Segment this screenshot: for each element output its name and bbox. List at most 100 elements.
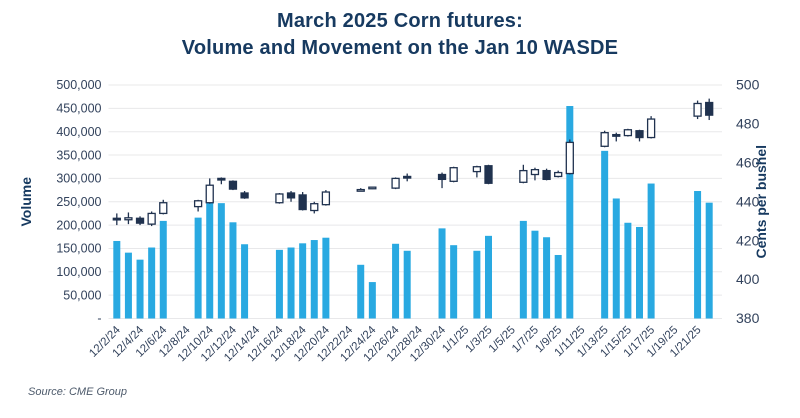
candlestick-up: [205, 178, 214, 204]
chart-title: March 2025 Corn futures: Volume and Move…: [0, 8, 800, 62]
candle-body: [112, 217, 121, 221]
candle-body: [193, 200, 203, 208]
candle-body: [321, 191, 331, 206]
candlestick-down: [484, 164, 493, 185]
candle-body: [705, 101, 714, 116]
y-left-axis-title: Volume: [18, 177, 34, 227]
volume-bar: [485, 235, 492, 319]
y-right-tick-label: 420: [736, 232, 760, 248]
candle-body: [205, 184, 214, 204]
candlesticks: [112, 98, 714, 227]
candlestick-up: [449, 166, 458, 183]
volume-bar: [647, 183, 655, 319]
volume-bar: [310, 240, 318, 319]
volume-bar: [136, 259, 144, 319]
volume-bar: [287, 247, 295, 319]
volume-bar: [299, 243, 307, 319]
volume-bar: [392, 243, 400, 319]
candlestick-up: [193, 199, 203, 212]
candlestick-up: [554, 170, 563, 178]
candlestick-up: [275, 192, 284, 204]
candlestick-down: [112, 213, 121, 226]
volume-bar: [519, 220, 527, 319]
candlestick-down: [217, 177, 226, 185]
y-left-tick-label: -: [97, 312, 101, 326]
y-right-tick-label: 460: [736, 154, 760, 170]
volume-bars: [113, 106, 713, 319]
y-left-tick-label: 350,000: [56, 148, 101, 162]
candlestick-up: [368, 186, 377, 190]
volume-bar: [636, 226, 643, 319]
candle-body: [600, 132, 609, 147]
volume-bar: [148, 247, 156, 319]
volume-bar: [694, 191, 702, 319]
y-left-tick-label: 500,000: [56, 78, 101, 92]
candlestick-up: [356, 188, 365, 192]
candle-body: [484, 165, 493, 184]
candlestick-down: [228, 180, 238, 191]
candlestick-down: [612, 132, 621, 142]
candlestick-down: [635, 129, 644, 142]
y-left-tick-label: 250,000: [56, 195, 101, 209]
candlestick-up: [646, 116, 656, 139]
candlestick-down: [135, 216, 145, 226]
volume-bar: [438, 228, 446, 319]
y-right-tick-label: 480: [736, 116, 760, 132]
volume-bar: [113, 240, 121, 319]
volume-bar: [601, 150, 609, 319]
candle-body: [147, 212, 156, 225]
candlestick-up: [321, 190, 331, 206]
volume-bar: [705, 202, 713, 319]
candlestick-up: [159, 199, 168, 215]
candlestick-up: [600, 130, 609, 148]
candle-body: [635, 130, 644, 139]
candlestick-down: [298, 192, 307, 211]
candlestick-up: [472, 165, 482, 178]
candlestick-up: [124, 212, 133, 225]
candle-body: [646, 118, 656, 139]
candlestick-up: [310, 201, 319, 214]
candle-body: [391, 177, 400, 189]
candle-body: [542, 169, 551, 181]
y-right-tick-label: 380: [736, 310, 760, 326]
chart-title-line1: March 2025 Corn futures:: [277, 10, 523, 32]
candle-body: [310, 203, 319, 212]
candle-body: [368, 186, 377, 190]
y-left-tick-label: 300,000: [56, 172, 101, 186]
y-right-tick-label: 500: [736, 77, 760, 93]
candlestick-up: [623, 128, 633, 137]
candle-body: [356, 188, 365, 192]
candlestick-down: [240, 191, 249, 199]
volume-bar: [554, 254, 562, 319]
candle-body: [217, 177, 226, 181]
candle-body: [472, 166, 482, 173]
candlestick-down: [437, 172, 447, 189]
y-right-tick-label: 400: [736, 271, 760, 287]
volume-bar: [206, 202, 214, 319]
y-left-tick-label: 100,000: [56, 265, 101, 279]
candle-body: [554, 171, 563, 178]
candlestick-down: [542, 168, 551, 181]
volume-bar: [217, 203, 225, 319]
y-right-tick-label: 440: [736, 193, 760, 209]
candlestick-up: [147, 211, 156, 227]
source-note: Source: CME Group: [28, 386, 128, 398]
volume-bar: [159, 220, 167, 319]
y-right-tick-labels: 380 400 420 440 460 480 500: [736, 77, 760, 327]
volume-bar: [543, 237, 551, 319]
candlestick-down: [705, 98, 714, 121]
candle-body: [298, 194, 307, 211]
y-left-tick-label: 50,000: [63, 288, 101, 302]
candle-body: [693, 102, 702, 117]
candlestick-down: [286, 191, 296, 202]
candlestick-down: [403, 173, 412, 182]
y-left-tick-labels: - 50,000 100,000 150,000 200,000 250,000 300,0…: [56, 78, 101, 326]
volume-bar: [403, 250, 411, 319]
candle-body: [530, 168, 540, 176]
volume-bar: [322, 237, 330, 319]
candle-body: [403, 175, 412, 179]
candle-body: [449, 167, 458, 182]
candle-body: [623, 129, 633, 137]
